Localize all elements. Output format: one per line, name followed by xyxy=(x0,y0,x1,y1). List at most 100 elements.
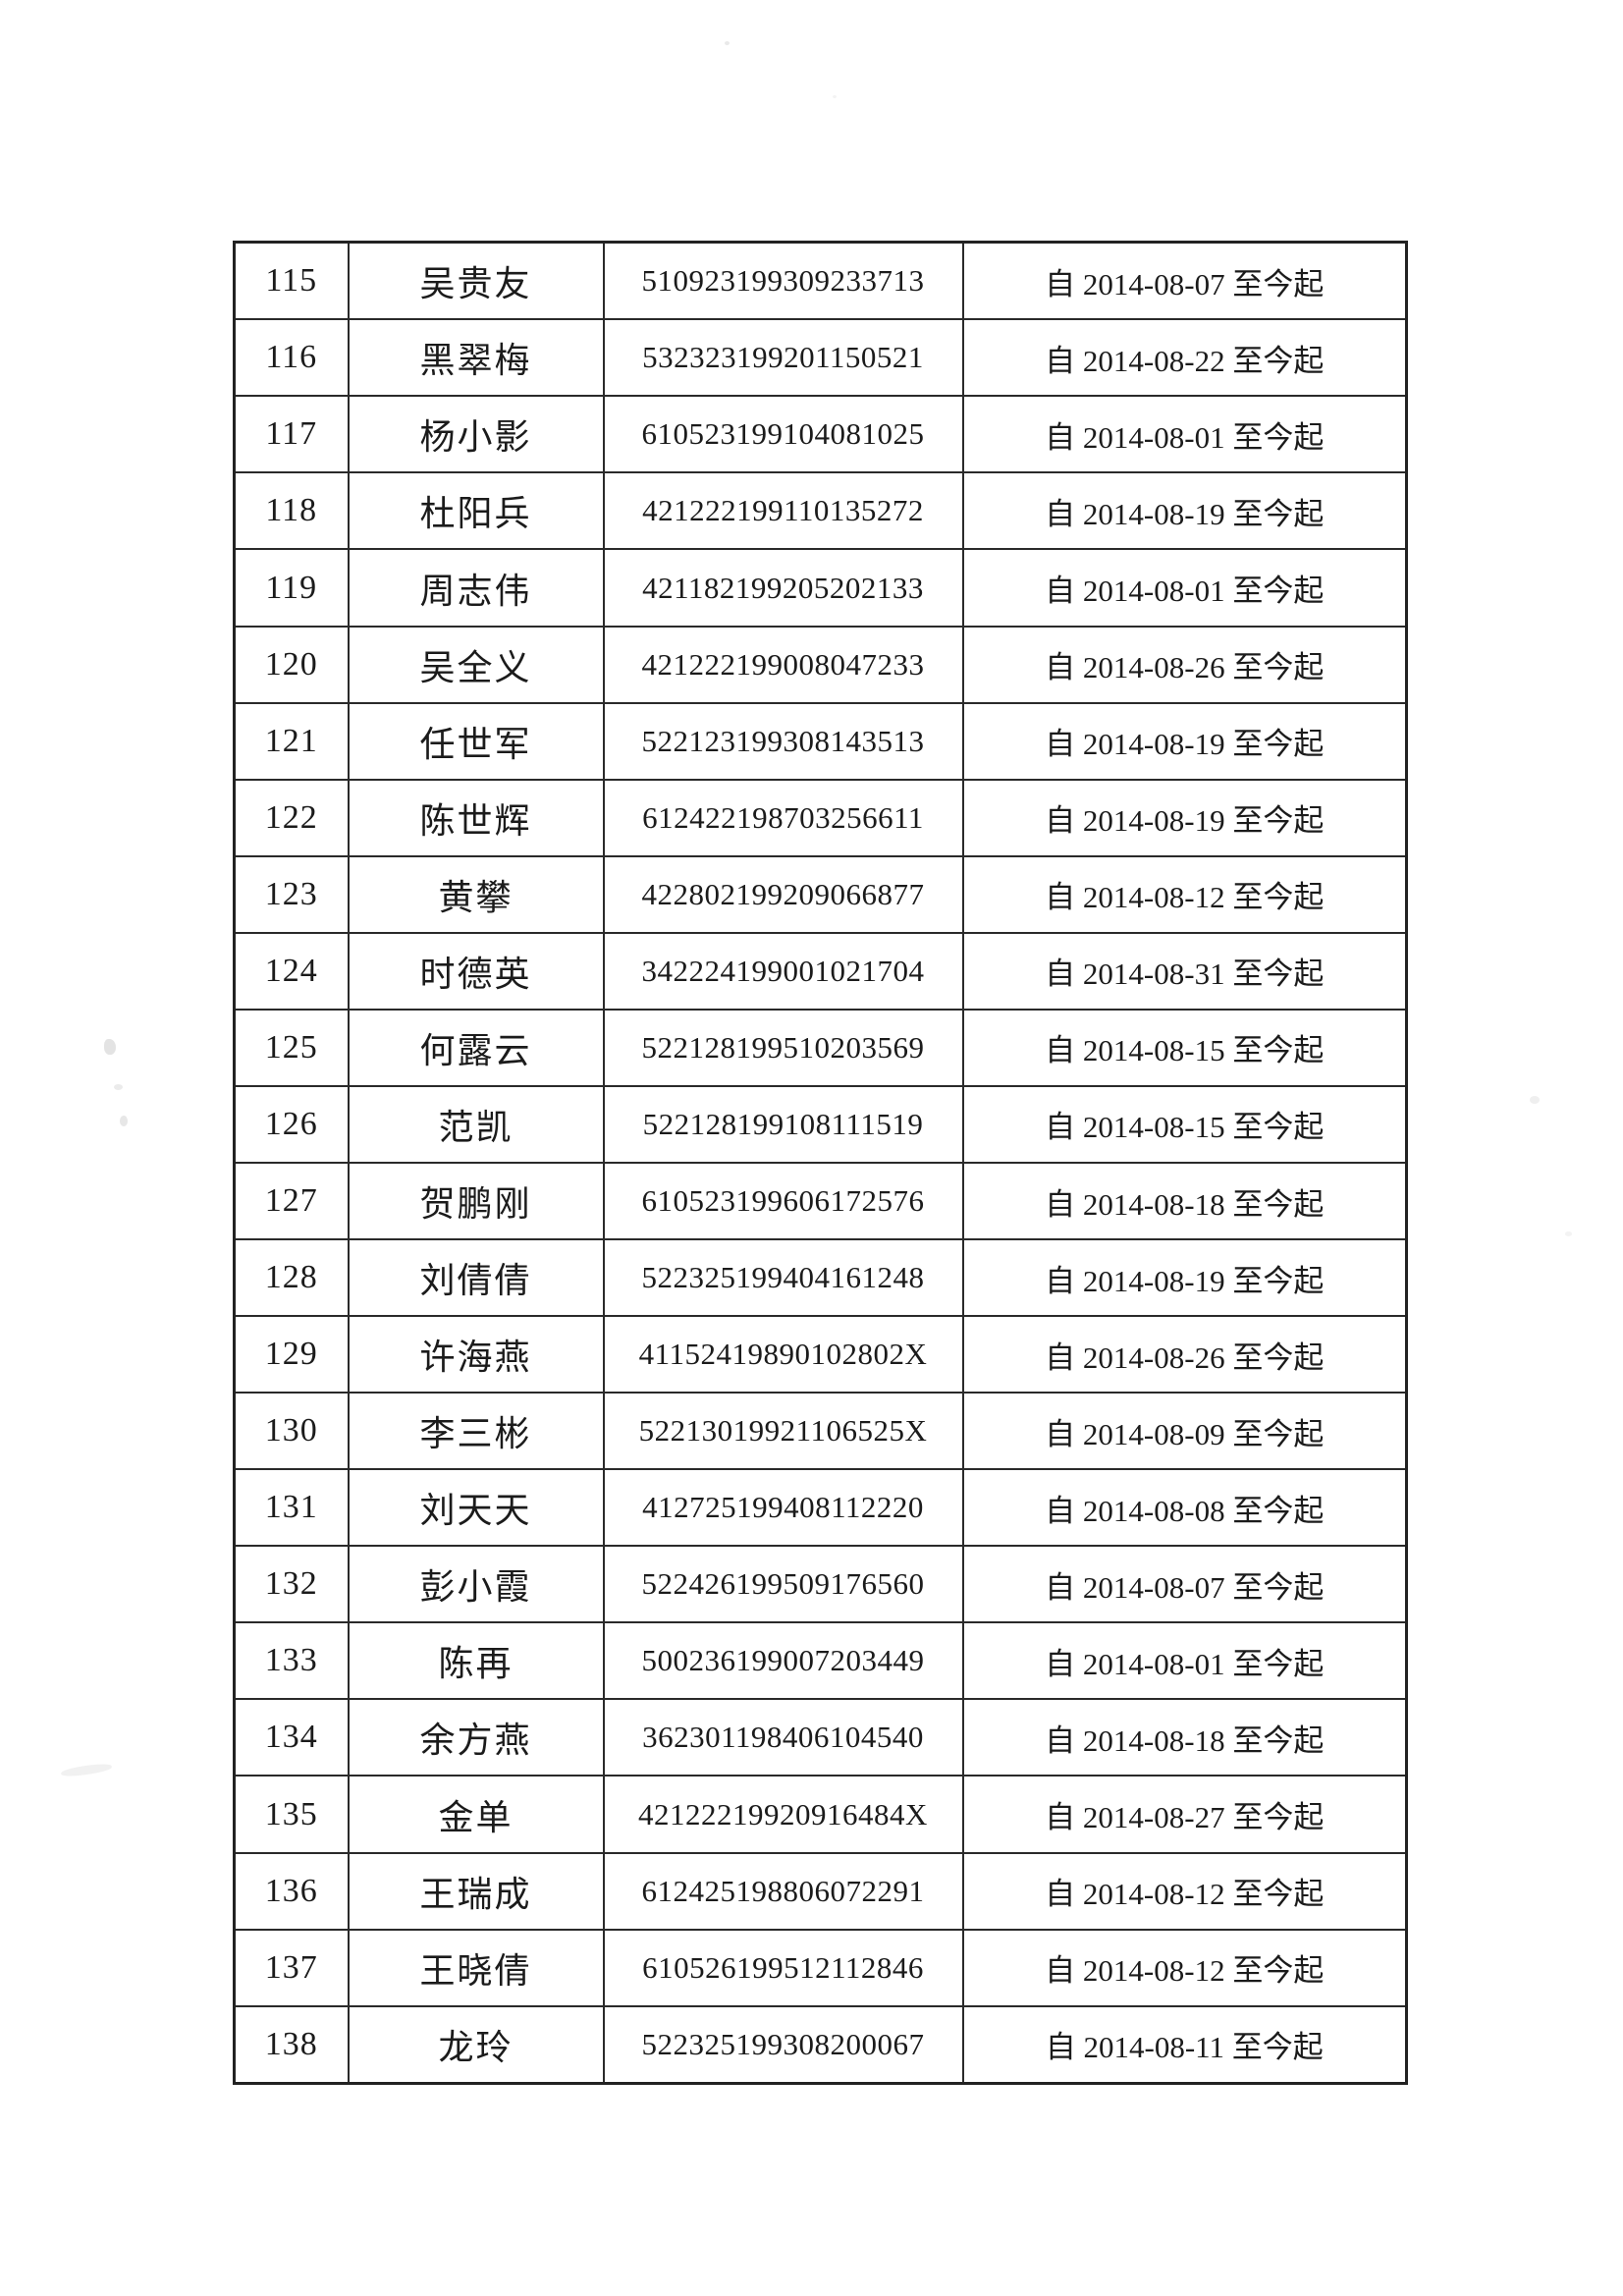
id-number-cell: 610523199104081025 xyxy=(602,395,964,474)
id-number-cell: 522325199404161248 xyxy=(602,1238,964,1318)
person-name-cell: 时德英 xyxy=(347,931,605,1011)
validity-period-cell: 自 2014-08-22 至今起 xyxy=(961,318,1408,398)
validity-period-cell: 自 2014-08-12 至今起 xyxy=(961,854,1408,934)
person-name-cell: 何露云 xyxy=(347,1008,605,1087)
row-index-cell: 117 xyxy=(233,395,350,474)
row-index-cell: 135 xyxy=(233,1775,350,1854)
row-index-cell: 121 xyxy=(233,701,350,781)
table-row: 116 黑翠梅 532323199201150521 自 2014-08-22 … xyxy=(233,318,1408,398)
validity-period-cell: 自 2014-08-12 至今起 xyxy=(961,1928,1408,2007)
person-name-cell: 周志伟 xyxy=(347,548,605,628)
table-row: 124 时德英 342224199001021704 自 2014-08-31 … xyxy=(233,931,1408,1011)
scan-artifact xyxy=(120,1116,128,1126)
table-row: 132 彭小霞 522426199509176560 自 2014-08-07 … xyxy=(233,1545,1408,1624)
row-index-cell: 137 xyxy=(233,1928,350,2007)
row-index-cell: 124 xyxy=(233,931,350,1011)
row-index-cell: 120 xyxy=(233,625,350,704)
person-name-cell: 黑翠梅 xyxy=(347,318,605,398)
table-row: 126 范凯 522128199108111519 自 2014-08-15 至… xyxy=(233,1084,1408,1164)
row-index-cell: 128 xyxy=(233,1238,350,1318)
roster-table: 115 吴贵友 510923199309233713 自 2014-08-07 … xyxy=(233,241,1408,2085)
person-name-cell: 杜阳兵 xyxy=(347,471,605,551)
id-number-cell: 522426199509176560 xyxy=(602,1545,964,1624)
row-index-cell: 125 xyxy=(233,1008,350,1087)
scan-artifact xyxy=(1565,1231,1572,1236)
table-row: 121 任世军 522123199308143513 自 2014-08-19 … xyxy=(233,701,1408,781)
person-name-cell: 彭小霞 xyxy=(347,1545,605,1624)
row-index-cell: 115 xyxy=(233,241,350,321)
table-row: 130 李三彬 52213019921106525X 自 2014-08-09 … xyxy=(233,1392,1408,1471)
scan-artifact xyxy=(833,95,837,98)
table-row: 115 吴贵友 510923199309233713 自 2014-08-07 … xyxy=(233,241,1408,321)
id-number-cell: 342224199001021704 xyxy=(602,931,964,1011)
table-row: 128 刘倩倩 522325199404161248 自 2014-08-19 … xyxy=(233,1238,1408,1318)
id-number-cell: 421222199110135272 xyxy=(602,471,964,551)
scan-artifact xyxy=(104,1039,116,1055)
row-index-cell: 122 xyxy=(233,778,350,857)
row-index-cell: 136 xyxy=(233,1851,350,1931)
validity-period-cell: 自 2014-08-12 至今起 xyxy=(961,1851,1408,1931)
table-row: 133 陈再 500236199007203449 自 2014-08-01 至… xyxy=(233,1621,1408,1701)
validity-period-cell: 自 2014-08-18 至今起 xyxy=(961,1698,1408,1777)
validity-period-cell: 自 2014-08-08 至今起 xyxy=(961,1468,1408,1548)
person-name-cell: 李三彬 xyxy=(347,1392,605,1471)
row-index-cell: 130 xyxy=(233,1392,350,1471)
person-name-cell: 陈再 xyxy=(347,1621,605,1701)
validity-period-cell: 自 2014-08-07 至今起 xyxy=(961,241,1408,321)
row-index-cell: 116 xyxy=(233,318,350,398)
scan-artifact xyxy=(1530,1096,1540,1104)
person-name-cell: 吴全义 xyxy=(347,625,605,704)
row-index-cell: 131 xyxy=(233,1468,350,1548)
person-name-cell: 陈世辉 xyxy=(347,778,605,857)
id-number-cell: 612425198806072291 xyxy=(602,1851,964,1931)
validity-period-cell: 自 2014-08-01 至今起 xyxy=(961,548,1408,628)
person-name-cell: 任世军 xyxy=(347,701,605,781)
validity-period-cell: 自 2014-08-15 至今起 xyxy=(961,1084,1408,1164)
scan-artifact xyxy=(725,41,730,45)
id-number-cell: 510923199309233713 xyxy=(602,241,964,321)
validity-period-cell: 自 2014-08-09 至今起 xyxy=(961,1392,1408,1471)
id-number-cell: 522325199308200067 xyxy=(602,2004,964,2085)
row-index-cell: 126 xyxy=(233,1084,350,1164)
table-row: 136 王瑞成 612425198806072291 自 2014-08-12 … xyxy=(233,1851,1408,1931)
validity-period-cell: 自 2014-08-26 至今起 xyxy=(961,1315,1408,1394)
id-number-cell: 522128199510203569 xyxy=(602,1008,964,1087)
id-number-cell: 412725199408112220 xyxy=(602,1468,964,1548)
table-row: 120 吴全义 421222199008047233 自 2014-08-26 … xyxy=(233,625,1408,704)
validity-period-cell: 自 2014-08-15 至今起 xyxy=(961,1008,1408,1087)
person-name-cell: 龙玲 xyxy=(347,2004,605,2085)
table-row: 138 龙玲 522325199308200067 自 2014-08-11 至… xyxy=(233,2004,1408,2085)
validity-period-cell: 自 2014-08-31 至今起 xyxy=(961,931,1408,1011)
validity-period-cell: 自 2014-08-18 至今起 xyxy=(961,1161,1408,1241)
table-row: 134 余方燕 362301198406104540 自 2014-08-18 … xyxy=(233,1698,1408,1777)
row-index-cell: 138 xyxy=(233,2004,350,2085)
id-number-cell: 522128199108111519 xyxy=(602,1084,964,1164)
id-number-cell: 532323199201150521 xyxy=(602,318,964,398)
row-index-cell: 127 xyxy=(233,1161,350,1241)
person-name-cell: 刘倩倩 xyxy=(347,1238,605,1318)
id-number-cell: 421222199008047233 xyxy=(602,625,964,704)
table-row: 127 贺鹏刚 610523199606172576 自 2014-08-18 … xyxy=(233,1161,1408,1241)
id-number-cell: 612422198703256611 xyxy=(602,778,964,857)
table-row: 125 何露云 522128199510203569 自 2014-08-15 … xyxy=(233,1008,1408,1087)
person-name-cell: 王晓倩 xyxy=(347,1928,605,2007)
scan-artifact xyxy=(60,1762,113,1778)
person-name-cell: 贺鹏刚 xyxy=(347,1161,605,1241)
row-index-cell: 118 xyxy=(233,471,350,551)
id-number-cell: 41152419890102802X xyxy=(602,1315,964,1394)
validity-period-cell: 自 2014-08-19 至今起 xyxy=(961,471,1408,551)
table-row: 117 杨小影 610523199104081025 自 2014-08-01 … xyxy=(233,395,1408,474)
validity-period-cell: 自 2014-08-01 至今起 xyxy=(961,395,1408,474)
person-name-cell: 范凯 xyxy=(347,1084,605,1164)
table-row: 137 王晓倩 610526199512112846 自 2014-08-12 … xyxy=(233,1928,1408,2007)
row-index-cell: 134 xyxy=(233,1698,350,1777)
person-name-cell: 杨小影 xyxy=(347,395,605,474)
id-number-cell: 500236199007203449 xyxy=(602,1621,964,1701)
id-number-cell: 42122219920916484X xyxy=(602,1775,964,1854)
row-index-cell: 132 xyxy=(233,1545,350,1624)
row-index-cell: 133 xyxy=(233,1621,350,1701)
person-name-cell: 刘天天 xyxy=(347,1468,605,1548)
person-name-cell: 余方燕 xyxy=(347,1698,605,1777)
validity-period-cell: 自 2014-08-07 至今起 xyxy=(961,1545,1408,1624)
